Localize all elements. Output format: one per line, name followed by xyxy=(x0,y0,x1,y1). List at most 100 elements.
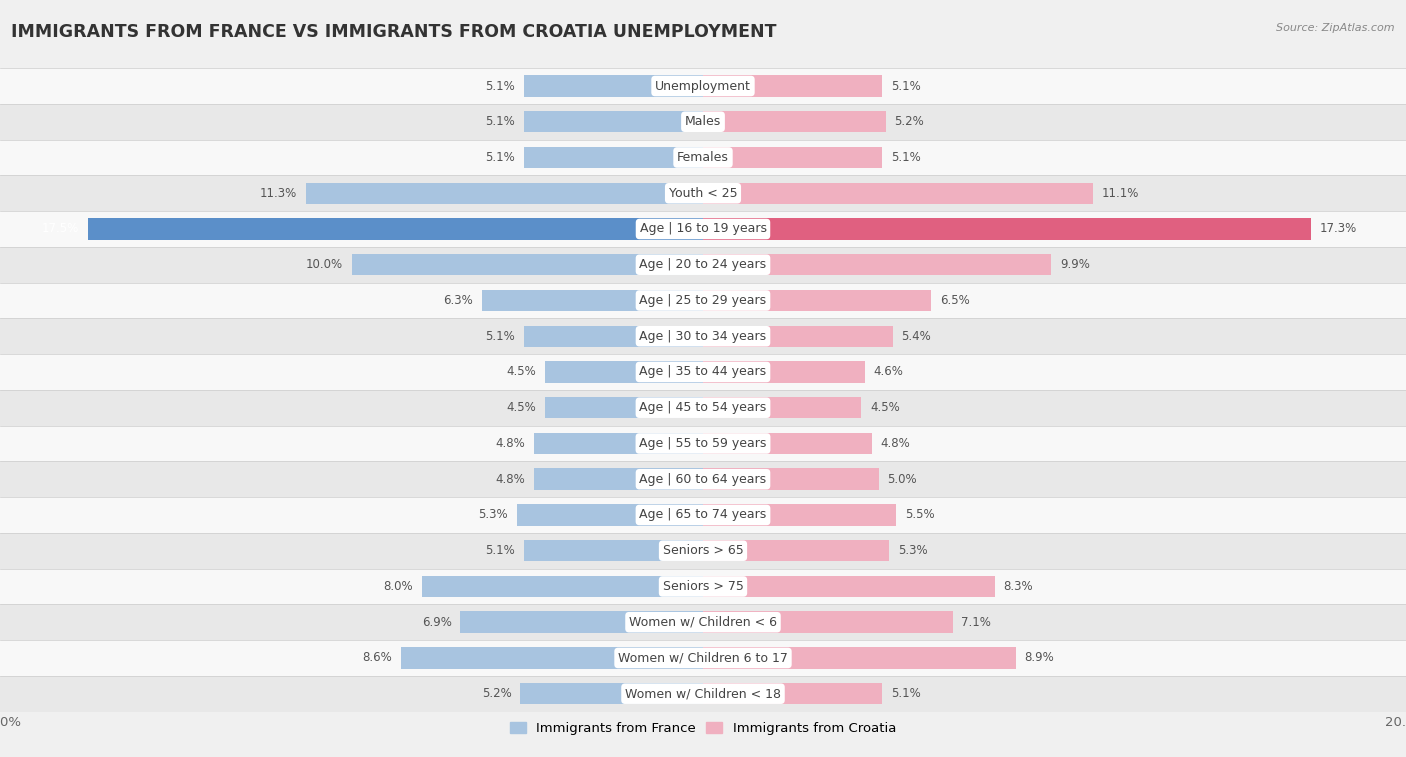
Bar xyxy=(0,497,1406,533)
Text: 5.5%: 5.5% xyxy=(905,509,935,522)
Bar xyxy=(703,576,995,597)
Bar xyxy=(703,612,953,633)
Bar xyxy=(0,425,1406,461)
Text: Age | 25 to 29 years: Age | 25 to 29 years xyxy=(640,294,766,307)
Text: 6.3%: 6.3% xyxy=(443,294,472,307)
Text: Age | 16 to 19 years: Age | 16 to 19 years xyxy=(640,223,766,235)
Bar xyxy=(524,326,703,347)
Bar xyxy=(703,540,889,562)
Text: Age | 55 to 59 years: Age | 55 to 59 years xyxy=(640,437,766,450)
Bar xyxy=(0,354,1406,390)
Text: Seniors > 75: Seniors > 75 xyxy=(662,580,744,593)
Text: Unemployment: Unemployment xyxy=(655,79,751,92)
Text: 6.9%: 6.9% xyxy=(422,615,451,629)
Bar xyxy=(703,683,883,705)
Text: 4.5%: 4.5% xyxy=(870,401,900,414)
Bar xyxy=(703,218,1312,240)
Bar xyxy=(546,361,703,383)
Bar xyxy=(307,182,703,204)
Text: Women w/ Children 6 to 17: Women w/ Children 6 to 17 xyxy=(619,652,787,665)
Bar xyxy=(703,182,1094,204)
Bar xyxy=(703,469,879,490)
Text: 8.9%: 8.9% xyxy=(1025,652,1054,665)
Text: 4.6%: 4.6% xyxy=(873,366,903,378)
Bar xyxy=(546,397,703,419)
Bar xyxy=(524,75,703,97)
Legend: Immigrants from France, Immigrants from Croatia: Immigrants from France, Immigrants from … xyxy=(505,717,901,740)
Bar xyxy=(703,111,886,132)
Text: 5.1%: 5.1% xyxy=(485,544,515,557)
Bar xyxy=(703,504,897,525)
Bar xyxy=(0,68,1406,104)
Text: 9.9%: 9.9% xyxy=(1060,258,1090,271)
Bar xyxy=(703,147,883,168)
Text: 5.1%: 5.1% xyxy=(485,79,515,92)
Text: 5.1%: 5.1% xyxy=(891,687,921,700)
Bar xyxy=(703,326,893,347)
Bar xyxy=(0,569,1406,604)
Bar xyxy=(0,319,1406,354)
Text: Women w/ Children < 18: Women w/ Children < 18 xyxy=(626,687,780,700)
Text: Males: Males xyxy=(685,115,721,128)
Bar xyxy=(481,290,703,311)
Text: Source: ZipAtlas.com: Source: ZipAtlas.com xyxy=(1277,23,1395,33)
Text: 5.1%: 5.1% xyxy=(485,115,515,128)
Bar xyxy=(0,211,1406,247)
Bar xyxy=(534,433,703,454)
Text: 10.0%: 10.0% xyxy=(305,258,343,271)
Text: 4.8%: 4.8% xyxy=(496,437,526,450)
Text: Age | 20 to 24 years: Age | 20 to 24 years xyxy=(640,258,766,271)
Bar xyxy=(703,254,1052,276)
Text: 11.3%: 11.3% xyxy=(260,187,297,200)
Bar xyxy=(703,433,872,454)
Bar xyxy=(524,540,703,562)
Bar xyxy=(0,533,1406,569)
Text: 5.2%: 5.2% xyxy=(894,115,924,128)
Text: 6.5%: 6.5% xyxy=(941,294,970,307)
Text: Age | 30 to 34 years: Age | 30 to 34 years xyxy=(640,330,766,343)
Bar xyxy=(0,247,1406,282)
Bar xyxy=(0,390,1406,425)
Text: Age | 60 to 64 years: Age | 60 to 64 years xyxy=(640,472,766,486)
Text: Seniors > 65: Seniors > 65 xyxy=(662,544,744,557)
Text: Females: Females xyxy=(678,151,728,164)
Text: 5.3%: 5.3% xyxy=(478,509,508,522)
Bar xyxy=(0,139,1406,176)
Bar xyxy=(0,282,1406,319)
Bar xyxy=(422,576,703,597)
Bar xyxy=(401,647,703,668)
Bar xyxy=(0,640,1406,676)
Bar xyxy=(0,461,1406,497)
Text: 17.3%: 17.3% xyxy=(1320,223,1357,235)
Bar xyxy=(534,469,703,490)
Text: 5.0%: 5.0% xyxy=(887,472,917,486)
Text: 5.2%: 5.2% xyxy=(482,687,512,700)
Bar xyxy=(524,147,703,168)
Text: 4.8%: 4.8% xyxy=(880,437,910,450)
Text: 4.5%: 4.5% xyxy=(506,401,536,414)
Text: Age | 35 to 44 years: Age | 35 to 44 years xyxy=(640,366,766,378)
Text: 17.5%: 17.5% xyxy=(42,223,79,235)
Text: Age | 65 to 74 years: Age | 65 to 74 years xyxy=(640,509,766,522)
Text: Women w/ Children < 6: Women w/ Children < 6 xyxy=(628,615,778,629)
Text: 4.8%: 4.8% xyxy=(496,472,526,486)
Bar xyxy=(703,647,1015,668)
Text: 5.1%: 5.1% xyxy=(485,330,515,343)
Bar xyxy=(520,683,703,705)
Bar xyxy=(0,676,1406,712)
Text: Youth < 25: Youth < 25 xyxy=(669,187,737,200)
Bar xyxy=(87,218,703,240)
Text: 5.1%: 5.1% xyxy=(485,151,515,164)
Text: 8.3%: 8.3% xyxy=(1004,580,1033,593)
Text: 4.5%: 4.5% xyxy=(506,366,536,378)
Text: 5.4%: 5.4% xyxy=(901,330,931,343)
Bar xyxy=(524,111,703,132)
Text: IMMIGRANTS FROM FRANCE VS IMMIGRANTS FROM CROATIA UNEMPLOYMENT: IMMIGRANTS FROM FRANCE VS IMMIGRANTS FRO… xyxy=(11,23,776,41)
Text: 5.1%: 5.1% xyxy=(891,151,921,164)
Bar xyxy=(352,254,703,276)
Bar xyxy=(0,604,1406,640)
Text: Age | 45 to 54 years: Age | 45 to 54 years xyxy=(640,401,766,414)
Text: 8.0%: 8.0% xyxy=(384,580,413,593)
Bar xyxy=(703,361,865,383)
Bar xyxy=(461,612,703,633)
